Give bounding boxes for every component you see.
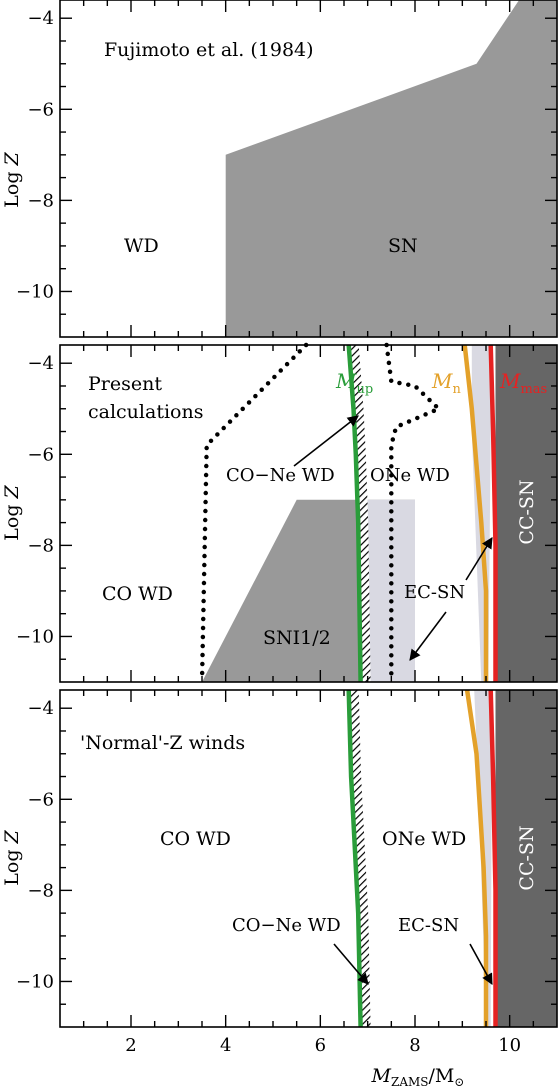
- annotation-wd: WD: [124, 235, 159, 257]
- panel-top-regions: [225, 0, 557, 337]
- y-axis-label-top: Log Z: [1, 151, 23, 207]
- panel-middle-frame: [59, 344, 558, 683]
- label-m-up: Mup: [335, 369, 373, 397]
- region-1-3: [495, 345, 557, 682]
- hatch-polygon-1: [350, 345, 371, 682]
- arrow-ec-sn-upper: [465, 537, 493, 581]
- y-tick-label-0: −6: [27, 99, 54, 120]
- x-axis-label: MZAMS/M⊙: [371, 1065, 465, 1089]
- annotation-sni12: SNI1/2: [263, 627, 331, 649]
- x-tick-label: 4: [220, 1035, 231, 1056]
- x-tick-label: 2: [125, 1035, 136, 1056]
- annotation-one-wd-bottom: ONe WD: [382, 828, 466, 850]
- series-m-mas-1: [488, 344, 498, 682]
- region-2-1: [495, 690, 557, 1027]
- annotation-sn: SN: [388, 235, 418, 257]
- series-m-n-1: [462, 344, 489, 682]
- y-tick-label-2: −6: [27, 789, 54, 810]
- hatch-polygon-2: [350, 690, 371, 1027]
- y-tick-label-2: −4: [27, 698, 54, 719]
- panel-middle-ticks: −4 −6 −8 −10: [16, 345, 557, 682]
- y-tick-label-1: −6: [27, 444, 54, 465]
- arrows-middle: [293, 415, 493, 661]
- arrow-co-ne-wd-bottom: [333, 943, 369, 985]
- panel-bottom: −4 −6 −8 −10 2 4 6 8 10 'Normal'-Z winds CO WD O…: [16, 689, 558, 1089]
- y-tick-label-1: −10: [16, 626, 54, 647]
- annotation-ec-sn-middle: EC-SN: [404, 582, 465, 603]
- panel-bottom-series: [346, 689, 498, 1028]
- arrows-bottom: [333, 943, 493, 985]
- series-dotted-right-1: [384, 342, 443, 685]
- annotation-co-wd-middle: CO WD: [102, 583, 173, 605]
- annotation-normal-z: 'Normal'-Z winds: [80, 732, 245, 754]
- annotation-co-ne-wd-middle: CO−Ne WD: [226, 465, 335, 486]
- panel-top-frame: [59, 0, 558, 338]
- annotation-cc-sn-middle: CC-SN: [516, 479, 538, 544]
- series-m-mas-2: [488, 689, 498, 1027]
- panel-middle: −4 −6 −8 −10 Present calculations Mup Mn Mm…: [16, 342, 558, 685]
- y-tick-label-1: −8: [27, 535, 54, 556]
- arrow-co-ne-wd-middle: [293, 415, 359, 467]
- panel-top: −4 −6 −8 −10 Fujimoto et al. (1984) WD SN L…: [1, 0, 558, 338]
- y-tick-label-1: −4: [27, 353, 54, 374]
- label-m-mas: Mmas: [499, 369, 547, 397]
- annotation-one-wd-middle: ONe WD: [370, 465, 450, 486]
- annotation-ec-sn-bottom: EC-SN: [398, 915, 459, 936]
- y-tick-label-0: −4: [27, 8, 54, 29]
- label-m-n: Mn: [431, 369, 461, 397]
- panel-top-ticks: −4 −6 −8 −10: [16, 0, 557, 337]
- y-tick-label-0: −8: [27, 190, 54, 211]
- x-tick-label: 8: [409, 1035, 420, 1056]
- y-tick-label-2: −10: [16, 971, 54, 992]
- x-tick-label: 6: [315, 1035, 326, 1056]
- region-1-1: [362, 499, 415, 682]
- series-m-n-2: [464, 689, 489, 1027]
- annotation-co-ne-wd-bottom: CO−Ne WD: [232, 915, 341, 936]
- x-tick-label: 10: [498, 1035, 521, 1056]
- series-m-up-2: [346, 689, 363, 1028]
- series-m-up-1: [346, 344, 363, 683]
- panel-middle-series: [199, 342, 498, 685]
- annotation-co-wd-bottom: CO WD: [160, 828, 231, 850]
- panel-bottom-ticks: −4 −6 −8 −10 2 4 6 8 10: [16, 690, 557, 1056]
- arrow-ec-sn-lower: [409, 611, 447, 661]
- annotation-cc-sn-bottom: CC-SN: [516, 825, 538, 890]
- arrow-ec-sn-bottom: [469, 943, 493, 985]
- series-dotted-left-1: [199, 342, 309, 685]
- y-tick-label-2: −8: [27, 880, 54, 901]
- region-0-0: [225, 0, 557, 337]
- y-tick-label-0: −10: [16, 281, 54, 302]
- annotation-fujimoto: Fujimoto et al. (1984): [104, 39, 314, 61]
- panel-bottom-frame: [59, 689, 558, 1028]
- annotation-calculations: calculations: [88, 401, 203, 423]
- annotation-present: Present: [88, 373, 162, 395]
